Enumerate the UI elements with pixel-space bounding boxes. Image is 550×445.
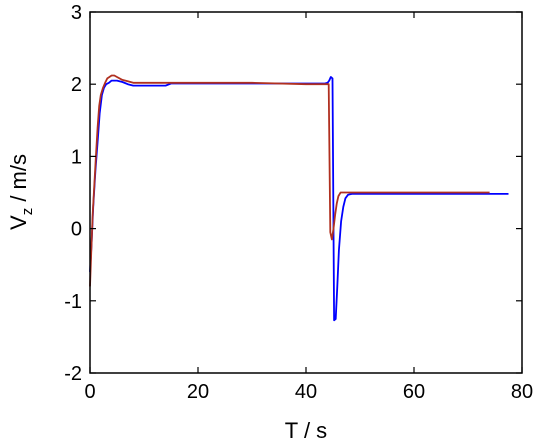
x-tick-label-2: 40	[295, 381, 317, 403]
y-tick-label-5: 3	[71, 2, 82, 24]
y-axis-label-subscript: z	[19, 208, 36, 216]
y-tick-label-3: 1	[71, 146, 82, 168]
y-tick-label-2: 0	[71, 219, 82, 241]
ticks-layer: 0 20 40 60 80 -2 -1 0 1 2 3	[64, 2, 533, 403]
series-line-1	[89, 74, 490, 287]
y-axis-label: Vz / m/s	[6, 154, 36, 230]
y-tick-label-4: 2	[71, 74, 82, 96]
x-tick-label-3: 60	[403, 381, 425, 403]
series-layer	[89, 74, 509, 322]
y-axis-label-main: V	[6, 215, 31, 230]
y-tick-label-0: -2	[64, 363, 82, 385]
x-axis-label: T / s	[285, 418, 327, 443]
y-axis-label-unit: / m/s	[6, 154, 31, 208]
y-tick-label-1: -1	[64, 291, 82, 313]
x-tick-label-1: 20	[187, 381, 209, 403]
x-tick-label-0: 0	[84, 381, 95, 403]
x-tick-label-4: 80	[511, 381, 533, 403]
series-line-0	[89, 76, 509, 322]
